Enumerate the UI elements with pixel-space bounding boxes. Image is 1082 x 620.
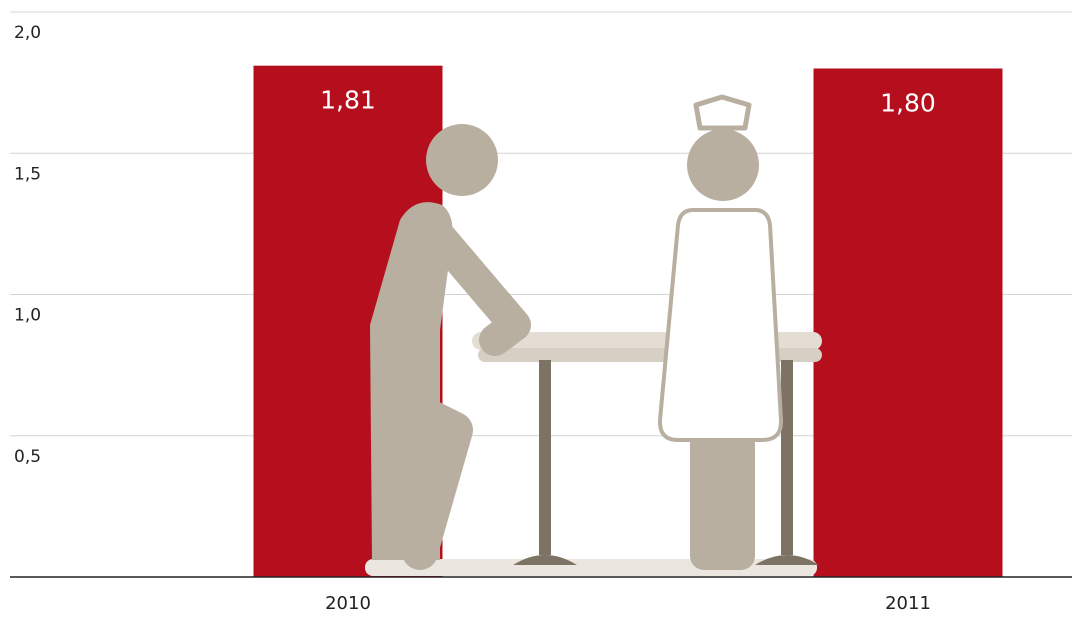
illustration (365, 97, 822, 576)
value-label: 1,81 (320, 86, 376, 115)
y-tick-label: 2,0 (14, 23, 41, 43)
bars (254, 66, 1003, 577)
patient-head (426, 124, 498, 196)
nurse-cap (696, 97, 749, 128)
value-label: 1,80 (880, 89, 936, 118)
x-tick-label: 2010 (325, 593, 371, 614)
table-leg (539, 360, 551, 555)
chart: 0,5 1,0 1,5 2,0 1,81 2010 1,80 2011 (0, 0, 1082, 616)
y-tick-label: 0,5 (14, 447, 41, 467)
labels: 0,5 1,0 1,5 2,0 1,81 2010 1,80 2011 (14, 23, 936, 614)
table-foot (513, 555, 577, 565)
page: {"chart_data": {"type": "bar", "categori… (0, 0, 1082, 620)
table-leg (781, 360, 793, 555)
y-tick-label: 1,0 (14, 306, 41, 326)
nurse (660, 97, 781, 570)
nurse-head (687, 129, 759, 201)
bar (814, 69, 1003, 578)
x-tick-label: 2011 (885, 593, 931, 614)
nurse-coat (660, 210, 781, 440)
nurse-legs (690, 430, 755, 570)
y-tick-label: 1,5 (14, 164, 41, 184)
table-foot (755, 555, 819, 565)
